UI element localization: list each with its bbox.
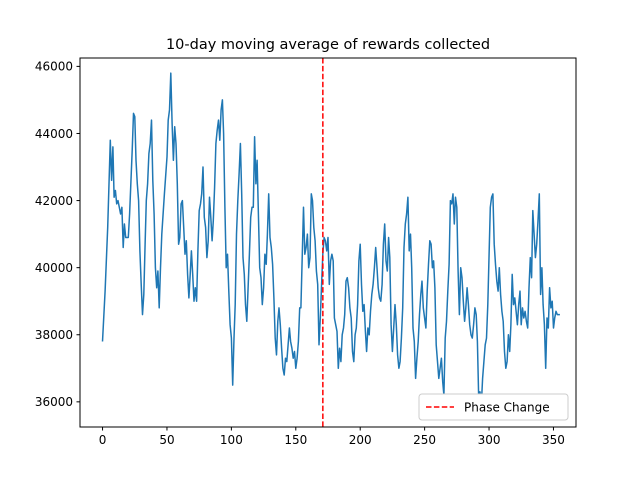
x-tick-label: 300	[478, 433, 501, 447]
y-tick-label: 46000	[35, 60, 73, 74]
legend-box	[418, 393, 569, 421]
x-tick-label: 0	[99, 433, 107, 447]
y-axis: 36000 38000 40000 42000 44000 46000	[35, 60, 80, 409]
y-tick-label: 44000	[35, 127, 73, 141]
plot-area	[79, 57, 577, 428]
x-axis: 0 50 100 150 200 250 300 350	[99, 427, 565, 447]
x-tick-label: 150	[284, 433, 307, 447]
x-tick-label: 100	[220, 433, 243, 447]
x-tick-label: 50	[159, 433, 174, 447]
plot-frame	[79, 57, 577, 428]
y-tick-label: 40000	[35, 261, 73, 275]
y-tick-label: 42000	[35, 194, 73, 208]
chart-title: 10-day moving average of rewards collect…	[166, 37, 490, 53]
y-tick-label: 38000	[35, 328, 73, 342]
x-tick-label: 200	[349, 433, 372, 447]
y-tick-label: 36000	[35, 395, 73, 409]
legend: Phase Change	[418, 393, 569, 421]
x-tick-label: 350	[542, 433, 565, 447]
x-tick-label: 250	[413, 433, 436, 447]
legend-entry-phase-change: Phase Change	[464, 401, 550, 415]
series-line-0	[101, 72, 560, 406]
